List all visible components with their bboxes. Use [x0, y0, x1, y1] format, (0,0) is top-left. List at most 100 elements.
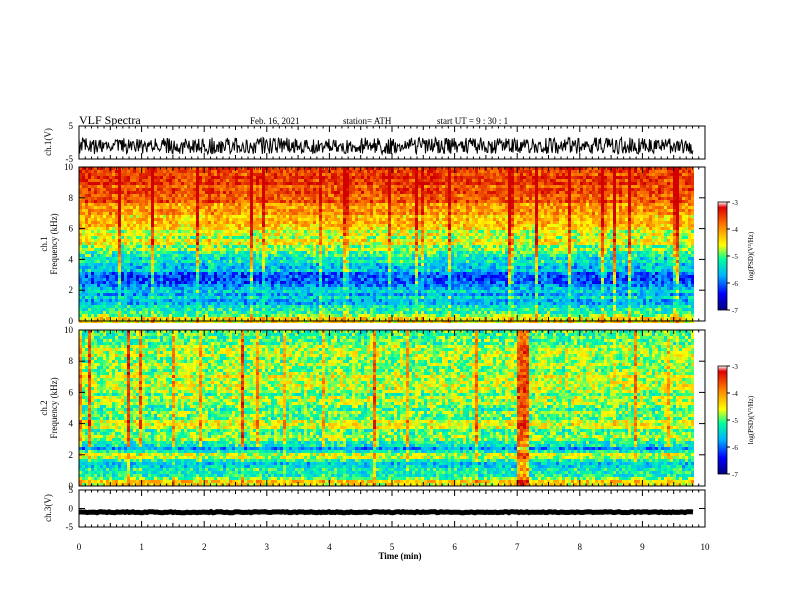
spectrogram-cell	[130, 200, 133, 203]
spectrogram-cell	[610, 191, 613, 194]
spectrogram-cell	[418, 227, 421, 230]
spectrogram-cell	[472, 233, 475, 236]
spectrogram-cell	[514, 230, 517, 233]
spectrogram-cell	[622, 200, 625, 203]
spectrogram-cell	[214, 194, 217, 197]
spectrogram-cell	[625, 191, 628, 194]
spectrogram-cell	[610, 173, 613, 176]
spectrogram-cell	[127, 239, 130, 242]
spectrogram-cell	[319, 191, 322, 194]
spectrogram-cell	[541, 224, 544, 227]
spectrogram-cell	[451, 227, 454, 230]
spectrogram-cell	[583, 209, 586, 212]
spectrogram-cell	[625, 233, 628, 236]
spectrogram-cell	[226, 233, 229, 236]
spectrogram-cell	[397, 206, 400, 209]
spectrogram-cell	[298, 194, 301, 197]
spectrogram-cell	[112, 182, 115, 185]
spectrogram-cell	[346, 236, 349, 239]
spectrogram-cell	[364, 221, 367, 224]
spectrogram-cell	[232, 203, 235, 206]
spectrogram-cell	[454, 200, 457, 203]
spectrogram-cell	[100, 215, 103, 218]
spectrogram-cell	[433, 185, 436, 188]
spectrogram-cell	[583, 179, 586, 182]
spectrogram-cell	[613, 224, 616, 227]
spectrogram-cell	[592, 218, 595, 221]
spectrogram-cell	[577, 173, 580, 176]
spectrogram-cell	[127, 191, 130, 194]
spectrogram-cell	[568, 227, 571, 230]
spectrogram-cell	[679, 194, 682, 197]
spectrogram-cell	[271, 206, 274, 209]
spectrogram-cell	[286, 221, 289, 224]
spectrogram-cell	[256, 212, 259, 215]
spectrogram-cell	[262, 239, 265, 242]
spectrogram-cell	[646, 203, 649, 206]
spectrogram-cell	[523, 221, 526, 224]
spectrogram-cell	[112, 179, 115, 182]
spectrogram-cell	[385, 176, 388, 179]
spectrogram-cell	[541, 218, 544, 221]
spectrogram-cell	[124, 176, 127, 179]
spectrogram-cell	[505, 215, 508, 218]
spectrogram-cell	[562, 182, 565, 185]
spectrogram-cell	[289, 218, 292, 221]
spectrogram-cell	[238, 206, 241, 209]
spectrogram-cell	[586, 221, 589, 224]
spectrogram-cell	[88, 185, 91, 188]
spectrogram-cell	[658, 200, 661, 203]
spectrogram-cell	[127, 185, 130, 188]
spectrogram-cell	[595, 179, 598, 182]
spectrogram-cell	[487, 185, 490, 188]
spectrogram-cell	[157, 239, 160, 242]
spectrogram-cell	[544, 206, 547, 209]
spectrogram-cell	[247, 218, 250, 221]
spectrogram-cell	[400, 188, 403, 191]
spectrogram-cell	[142, 224, 145, 227]
spectrogram-cell	[229, 233, 232, 236]
spectrogram-cell	[454, 218, 457, 221]
spectrogram-cell	[433, 227, 436, 230]
spectrogram-cell	[274, 233, 277, 236]
spectrogram-cell	[250, 203, 253, 206]
spectrogram-cell	[619, 185, 622, 188]
spectrogram-cell	[289, 203, 292, 206]
spectrogram-cell	[442, 179, 445, 182]
spectrogram-cell	[493, 206, 496, 209]
spectrogram-cell	[385, 194, 388, 197]
spectrogram-cell	[505, 212, 508, 215]
spectrogram-cell	[646, 215, 649, 218]
spectrogram-cell	[100, 212, 103, 215]
spectrogram-cell	[667, 191, 670, 194]
spectrogram-cell	[460, 185, 463, 188]
spectrogram-cell	[391, 176, 394, 179]
spectrogram-cell	[361, 191, 364, 194]
spectrogram-cell	[145, 221, 148, 224]
spectrogram-cell	[466, 200, 469, 203]
spectrogram-cell	[673, 173, 676, 176]
spectrogram-cell	[565, 200, 568, 203]
spectrogram-cell	[175, 176, 178, 179]
spectrogram-cell	[523, 173, 526, 176]
spectrogram-cell	[556, 197, 559, 200]
spectrogram-cell	[595, 170, 598, 173]
spectrogram-cell	[130, 194, 133, 197]
spectrogram-cell	[538, 206, 541, 209]
spectrogram-cell	[262, 200, 265, 203]
spectrogram-cell	[661, 185, 664, 188]
spectrogram-cell	[538, 236, 541, 239]
spectrogram-cell	[298, 212, 301, 215]
spectrogram-cell	[154, 230, 157, 233]
spectrogram-cell	[226, 230, 229, 233]
spectrogram-cell	[571, 221, 574, 224]
spectrogram-cell	[190, 191, 193, 194]
spectrogram-cell	[355, 218, 358, 221]
spectrogram-cell	[427, 197, 430, 200]
spectrogram-cell	[604, 218, 607, 221]
spectrogram-cell	[583, 197, 586, 200]
spectrogram-cell	[514, 215, 517, 218]
spectrogram-cell	[391, 221, 394, 224]
spectrogram-cell	[124, 227, 127, 230]
spectrogram-cell	[418, 200, 421, 203]
